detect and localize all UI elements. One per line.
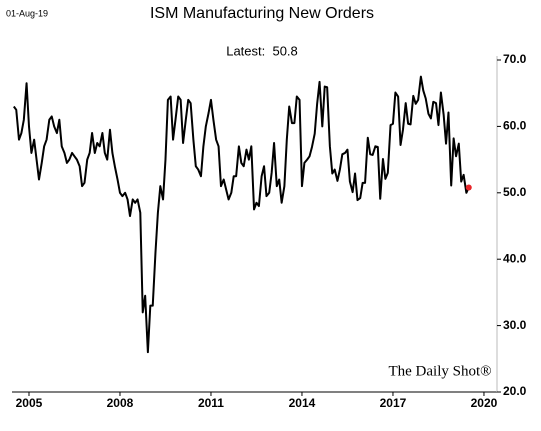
y-tick-label: 60.0 <box>503 119 527 133</box>
annotation: Latest: 50.8 <box>226 43 298 58</box>
x-tick-label: 2020 <box>471 396 498 410</box>
x-tick-label: 2014 <box>289 396 316 410</box>
latest-point <box>465 184 472 191</box>
x-tick-label: 2008 <box>107 396 134 410</box>
y-tick-label: 30.0 <box>503 318 527 332</box>
x-tick-label: 2011 <box>198 396 224 410</box>
source: The Daily Shot® <box>388 363 491 379</box>
date-stamp: 01-Aug-19 <box>6 8 48 18</box>
y-tick-label: 70.0 <box>503 52 527 66</box>
y-tick-label: 20.0 <box>503 384 527 398</box>
x-tick-label: 2005 <box>16 396 43 410</box>
y-tick-label: 40.0 <box>503 251 527 265</box>
x-tick-label: 2017 <box>380 396 407 410</box>
y-tick-label: 50.0 <box>503 185 527 199</box>
chart-title: ISM Manufacturing New Orders <box>150 5 374 22</box>
line-series <box>13 75 470 354</box>
